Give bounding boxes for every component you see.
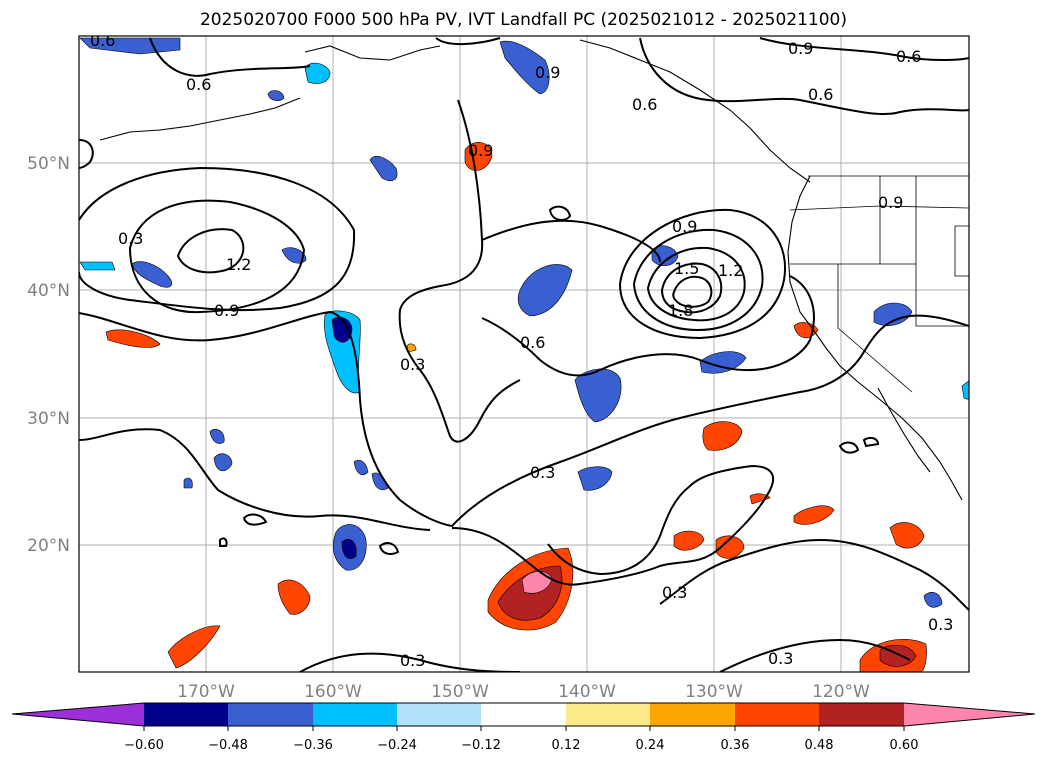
latitude-axis: 50°N 40°N 30°N 20°N (27, 154, 70, 556)
borders (789, 175, 969, 393)
colorbar-segment (144, 703, 228, 726)
colorbar-segment (650, 703, 735, 726)
longitude-label: 140°W (558, 682, 616, 702)
pv-contours (79, 37, 969, 672)
contour-label: 1.2 (718, 261, 743, 280)
colorbar-tick-label: −0.36 (293, 738, 333, 753)
colorbar-segment (228, 703, 313, 726)
contour-label: 0.6 (808, 85, 833, 104)
latitude-label: 30°N (27, 409, 70, 429)
colorbar-segment (904, 703, 1035, 726)
pv-negative-region (213, 453, 233, 472)
contour-label: 0.6 (186, 75, 211, 94)
map-title: 2025020700 F000 500 hPa PV, IVT Landfall… (199, 10, 847, 30)
contour-label: 1.5 (674, 259, 699, 278)
pv-negative-region (651, 245, 679, 267)
colorbar-tick-label: −0.24 (377, 738, 417, 753)
longitude-label: 170°W (177, 682, 235, 702)
contour-label: 1.2 (226, 255, 251, 274)
pv-negative-region (131, 261, 173, 288)
colorbar-segment (481, 703, 566, 726)
pv-negative-region (961, 380, 969, 400)
pv-positive-region (715, 535, 745, 559)
pv-positive-region (406, 343, 417, 353)
contour-label: 0.6 (632, 95, 657, 114)
pv-negative-region (873, 302, 913, 326)
colorbar-segment (397, 703, 481, 726)
longitude-label: 120°W (812, 682, 870, 702)
pv-negative-region (353, 459, 369, 475)
colorbar-segment (12, 703, 144, 726)
contour-labels: 0.6 0.9 0.6 0.6 0.9 0.6 0.9 0.9 0.6 1.2 … (90, 31, 953, 670)
colorbar: −0.60 −0.48 −0.36 −0.24 −0.12 0.12 0.24 … (11, 702, 1036, 753)
colorbar-tick-label: 0.48 (805, 738, 834, 753)
colorbar-tick-label: −0.60 (124, 738, 164, 753)
colorbar-tick-label: 0.60 (890, 738, 919, 753)
pv-negative-region (517, 264, 573, 317)
pv-positive-region (749, 493, 771, 505)
contour-label: 0.9 (214, 301, 239, 320)
longitude-label: 150°W (431, 682, 489, 702)
pv-negative-region (499, 40, 550, 95)
pv-negative-region (304, 62, 331, 84)
pv-positive-region (702, 421, 743, 451)
pv-positive-region (167, 625, 221, 669)
contour-label: 0.3 (928, 615, 953, 634)
contour-label: 0.9 (788, 39, 813, 58)
pv-negative-region (577, 466, 613, 491)
pv-shading (79, 37, 969, 672)
colorbar-segment (566, 703, 650, 726)
colorbar-tick-label: 0.12 (552, 738, 581, 753)
contour-label: 0.3 (768, 649, 793, 668)
pv-negative-region (267, 90, 285, 101)
colorbar-segment (735, 703, 819, 726)
colorbar-tick-label: −0.48 (208, 738, 248, 753)
pv-negative-region (341, 539, 357, 559)
contour-label: 0.6 (90, 31, 115, 50)
colorbar-segment (313, 703, 397, 726)
contour-label: 0.9 (468, 141, 493, 160)
contour-label: 0.6 (520, 333, 545, 352)
colorbar-tick-label: 0.24 (636, 738, 665, 753)
pv-negative-region (923, 592, 943, 608)
latitude-label: 40°N (27, 281, 70, 301)
longitude-axis: 170°W 160°W 150°W 140°W 130°W 120°W (177, 682, 870, 702)
contour-label: 0.3 (118, 229, 143, 248)
pv-negative-region (183, 477, 193, 489)
contour-label: 0.9 (672, 217, 697, 236)
contour-label: 1.8 (668, 301, 693, 320)
pv-negative-region (281, 247, 307, 264)
pv-positive-region (105, 329, 161, 348)
contour-label: 0.3 (530, 463, 555, 482)
pv-negative-region (371, 472, 389, 491)
colorbar-segment (819, 703, 904, 726)
map-area: 0.6 0.9 0.6 0.6 0.9 0.6 0.9 0.9 0.6 1.2 … (79, 31, 969, 672)
contour-label: 0.3 (400, 651, 425, 670)
longitude-label: 130°W (685, 682, 743, 702)
pv-negative-region (79, 261, 116, 271)
contour-label: 0.3 (662, 583, 687, 602)
pv-positive-region (521, 571, 553, 594)
pv-negative-region (209, 429, 225, 444)
contour-label: 0.9 (878, 193, 903, 212)
contour-label: 0.6 (896, 47, 921, 66)
pv-negative-region (699, 351, 747, 374)
colorbar-tick-label: −0.12 (461, 738, 501, 753)
pv-positive-region (889, 522, 925, 549)
pv-positive-region (673, 530, 705, 551)
latitude-label: 50°N (27, 154, 70, 174)
pv-positive-region (793, 505, 835, 525)
colorbar-tick-label: 0.36 (721, 738, 750, 753)
pv-negative-region (574, 368, 622, 423)
longitude-label: 160°W (304, 682, 362, 702)
map-frame (78, 35, 970, 673)
contour-label: 0.9 (535, 63, 560, 82)
latitude-label: 20°N (27, 536, 70, 556)
contour-label: 0.3 (400, 355, 425, 374)
pv-positive-region (277, 579, 311, 615)
pv-negative-region (369, 156, 398, 181)
